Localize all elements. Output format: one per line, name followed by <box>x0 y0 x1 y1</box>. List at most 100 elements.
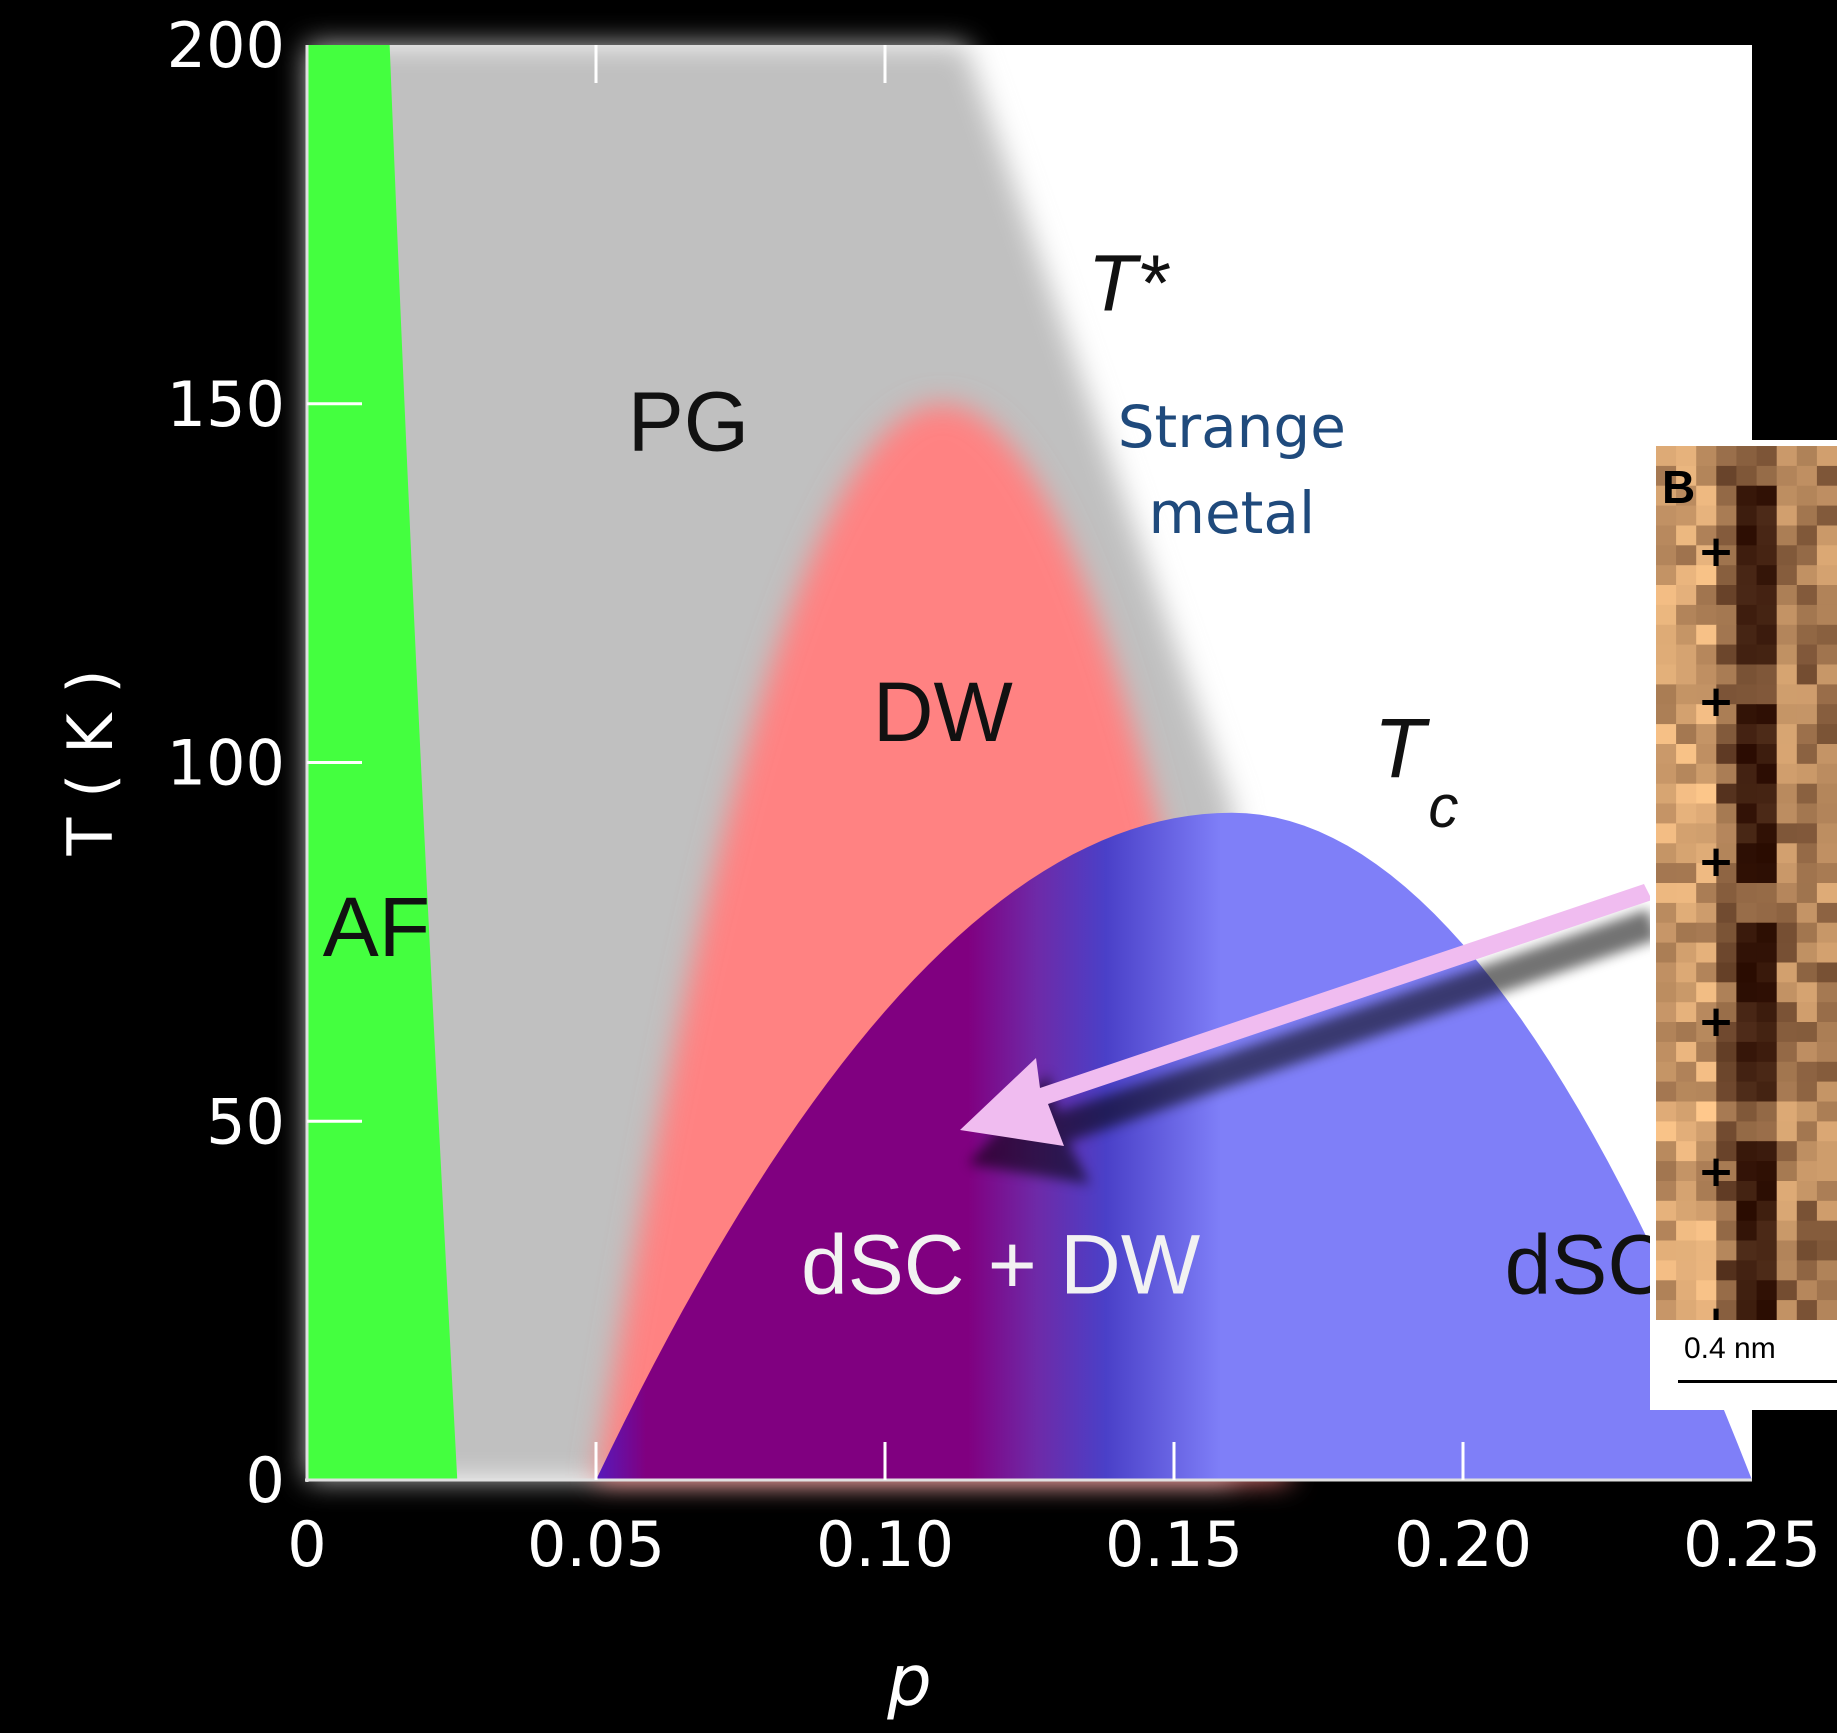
inset-pixel <box>1676 1081 1697 1103</box>
inset-pixel <box>1756 684 1778 705</box>
inset-image: + + + + + + B 0.4 nm <box>1650 440 1837 1410</box>
inset-pixel <box>1736 545 1758 566</box>
inset-pixel <box>1816 763 1837 785</box>
inset-pixel <box>1736 1121 1758 1142</box>
inset-pixel <box>1696 684 1717 705</box>
region-label-dw: DW <box>873 665 1013 759</box>
inset-pixel <box>1716 803 1737 824</box>
inset-pixel <box>1756 1041 1778 1063</box>
inset-pixel <box>1736 704 1758 725</box>
inset-pixel <box>1816 744 1837 765</box>
inset-pixel <box>1676 446 1697 467</box>
inset-pixel <box>1676 744 1697 765</box>
inset-pixel <box>1816 1200 1837 1222</box>
inset-pixel <box>1816 1002 1837 1023</box>
inset-pixel <box>1696 1240 1717 1261</box>
inset-pixel <box>1796 1022 1818 1043</box>
inset-pixel <box>1816 1061 1837 1083</box>
inset-pixel <box>1676 1002 1697 1023</box>
inset-pixel <box>1756 1200 1778 1222</box>
inset-pixel <box>1736 664 1758 685</box>
inset-pixel <box>1696 1220 1717 1242</box>
inset-pixel <box>1676 982 1697 1003</box>
inset-pixel <box>1756 1260 1778 1281</box>
inset-pixel <box>1776 942 1798 964</box>
inset-pixel <box>1716 1141 1737 1162</box>
inset-pixel <box>1676 1061 1697 1083</box>
inset-pixel <box>1816 485 1837 507</box>
inset-pixel <box>1756 664 1778 685</box>
y-tick-label: 200 <box>167 9 285 82</box>
y-tick-label: 50 <box>206 1085 285 1158</box>
inset-panel-label: B <box>1662 461 1696 513</box>
inset-pixel <box>1816 942 1837 964</box>
inset-pixel <box>1696 465 1717 487</box>
inset-pixel <box>1776 1220 1798 1242</box>
inset-pixel <box>1796 724 1818 745</box>
inset-pixel <box>1696 505 1717 527</box>
inset-pixel <box>1776 783 1798 805</box>
region-label-dscdw: dSC + DW <box>801 1217 1200 1311</box>
inset-pixel <box>1716 1300 1737 1320</box>
inset-pixel <box>1816 724 1837 745</box>
inset-pixel <box>1656 1022 1677 1043</box>
inset-pixel <box>1716 485 1737 507</box>
inset-pixel <box>1796 902 1818 924</box>
inset-pixel <box>1736 585 1758 606</box>
inset-pixel <box>1676 505 1697 527</box>
inset-pixel <box>1796 863 1818 884</box>
inset-pixel <box>1776 883 1798 904</box>
inset-pixel <box>1816 1300 1837 1320</box>
pointer-arrow-body <box>960 884 1652 1146</box>
t-c-subscript: c <box>1428 773 1458 840</box>
inset-pixel <box>1816 922 1837 944</box>
inset-pixel <box>1776 465 1798 487</box>
inset-pixel <box>1796 883 1818 904</box>
inset-pixel <box>1696 783 1717 805</box>
inset-pixel <box>1796 1220 1818 1242</box>
inset-pixel <box>1716 783 1737 805</box>
inset-pixel <box>1816 1220 1837 1242</box>
inset-pixel <box>1816 962 1837 983</box>
inset-pixel <box>1736 1220 1758 1242</box>
inset-pixel <box>1796 465 1818 487</box>
inset-pixel <box>1676 1300 1697 1320</box>
inset-pixel <box>1656 783 1677 805</box>
inset-pixel <box>1736 942 1758 964</box>
inset-pixel <box>1656 902 1677 924</box>
inset-pixel <box>1716 1041 1737 1063</box>
inset-pixel <box>1756 843 1778 864</box>
inset-pixel <box>1656 1141 1677 1162</box>
inset-pixel <box>1756 1141 1778 1162</box>
inset-pixel <box>1796 1200 1818 1222</box>
inset-pixel <box>1796 1181 1818 1202</box>
x-tick-label: 0.25 <box>1683 1508 1821 1581</box>
inset-pixel <box>1756 644 1778 666</box>
inset-pixel <box>1796 1280 1818 1301</box>
y-tick-label: 0 <box>246 1444 285 1517</box>
inset-pixel <box>1656 724 1677 745</box>
inset-pixel <box>1756 883 1778 904</box>
inset-pixel <box>1736 565 1758 586</box>
inset-pixel <box>1776 962 1798 983</box>
inset-pixel <box>1696 1022 1717 1043</box>
inset-pixel <box>1696 1260 1717 1281</box>
inset-pixel <box>1716 545 1737 566</box>
x-tick-label: 0.10 <box>816 1508 954 1581</box>
inset-pixel <box>1656 1121 1677 1142</box>
inset-pixel <box>1776 982 1798 1003</box>
inset-pixel <box>1696 1121 1717 1142</box>
inset-pixel <box>1776 604 1798 626</box>
inset-pixel <box>1656 823 1677 844</box>
inset-pixel <box>1656 525 1677 546</box>
inset-pixel <box>1776 1181 1798 1202</box>
inset-pixel <box>1676 1280 1697 1301</box>
t-star-label: T* <box>1088 238 1171 327</box>
inset-pixel <box>1716 1061 1737 1083</box>
inset-pixel <box>1716 1181 1737 1202</box>
inset-pixel <box>1816 1022 1837 1043</box>
inset-pixel <box>1796 1141 1818 1162</box>
inset-pixel <box>1796 1260 1818 1281</box>
stm-image: + + + + + + <box>1656 446 1837 1320</box>
inset-pixel <box>1716 505 1737 527</box>
